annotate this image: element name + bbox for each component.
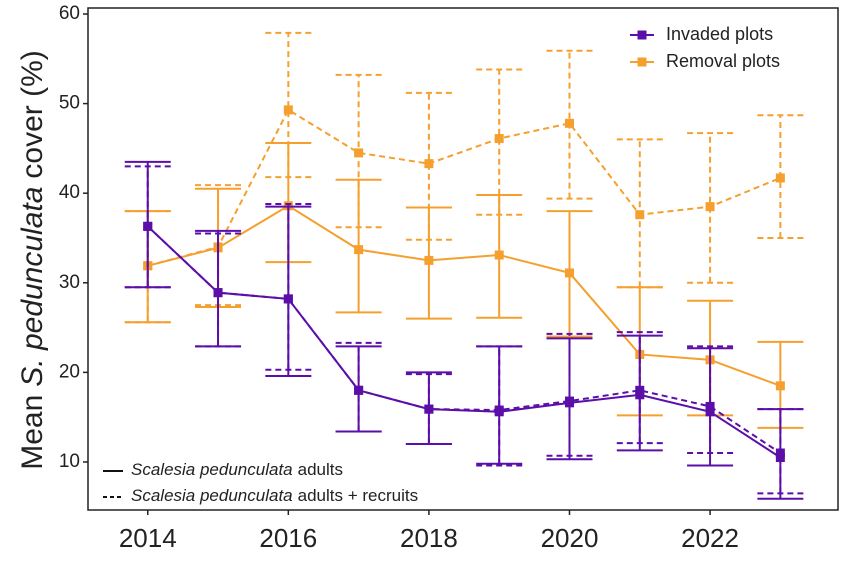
legend-swatch: [637, 30, 647, 40]
point: [775, 173, 785, 183]
series: [124, 31, 804, 324]
point: [775, 381, 785, 391]
legend-swatch: [637, 57, 647, 67]
series-line: [147, 204, 781, 387]
series-line: [147, 225, 781, 459]
series-line: [147, 108, 781, 267]
legend-label: Removal plots: [666, 51, 780, 71]
point: [775, 448, 785, 458]
y-tick-label: 40: [59, 182, 80, 203]
legend-label: Invaded plots: [666, 24, 773, 44]
point: [564, 268, 574, 278]
point: [564, 396, 574, 406]
y-tick-label: 60: [59, 3, 80, 24]
point: [283, 294, 293, 304]
series-line: [147, 225, 781, 454]
point: [354, 148, 364, 158]
x-tick-label: 2020: [541, 523, 599, 553]
point: [494, 405, 504, 415]
point: [705, 202, 715, 212]
y-tick-label: 30: [59, 272, 80, 293]
series: [124, 165, 804, 495]
series: [124, 160, 804, 500]
y-tick-label: 50: [59, 93, 80, 114]
x-tick-label: 2016: [259, 523, 317, 553]
point: [213, 288, 223, 298]
point: [635, 210, 645, 220]
point: [424, 404, 434, 414]
point: [354, 245, 364, 255]
point: [424, 159, 434, 169]
x-tick-label: 2018: [400, 523, 458, 553]
legend-text: adults: [298, 460, 343, 479]
y-axis-title: Mean S. pedunculata cover (%): [16, 50, 49, 470]
y-title-part: Mean: [16, 395, 49, 470]
legend-italic: Scalesia pedunculata: [131, 486, 293, 505]
y-title-part: S. pedunculata: [16, 187, 49, 387]
point: [283, 105, 293, 115]
y-tick-label: 10: [59, 451, 80, 472]
x-tick-label: 2022: [681, 523, 739, 553]
legend-italic: Scalesia pedunculata: [131, 460, 293, 479]
legend-text: adults + recruits: [298, 486, 418, 505]
point: [143, 221, 153, 231]
point: [354, 385, 364, 395]
point: [635, 385, 645, 395]
point: [705, 401, 715, 411]
point: [494, 134, 504, 144]
legend-label: Scalesia pedunculata adults + recruits: [131, 486, 418, 505]
y-tick-label: 20: [59, 361, 80, 382]
point: [564, 118, 574, 128]
x-tick-label: 2014: [119, 523, 177, 553]
legend-label: Scalesia pedunculata adults: [131, 460, 343, 479]
y-title-part: cover (%): [16, 50, 49, 178]
point: [424, 255, 434, 265]
point: [494, 250, 504, 260]
plot-frame: [87, 7, 839, 511]
